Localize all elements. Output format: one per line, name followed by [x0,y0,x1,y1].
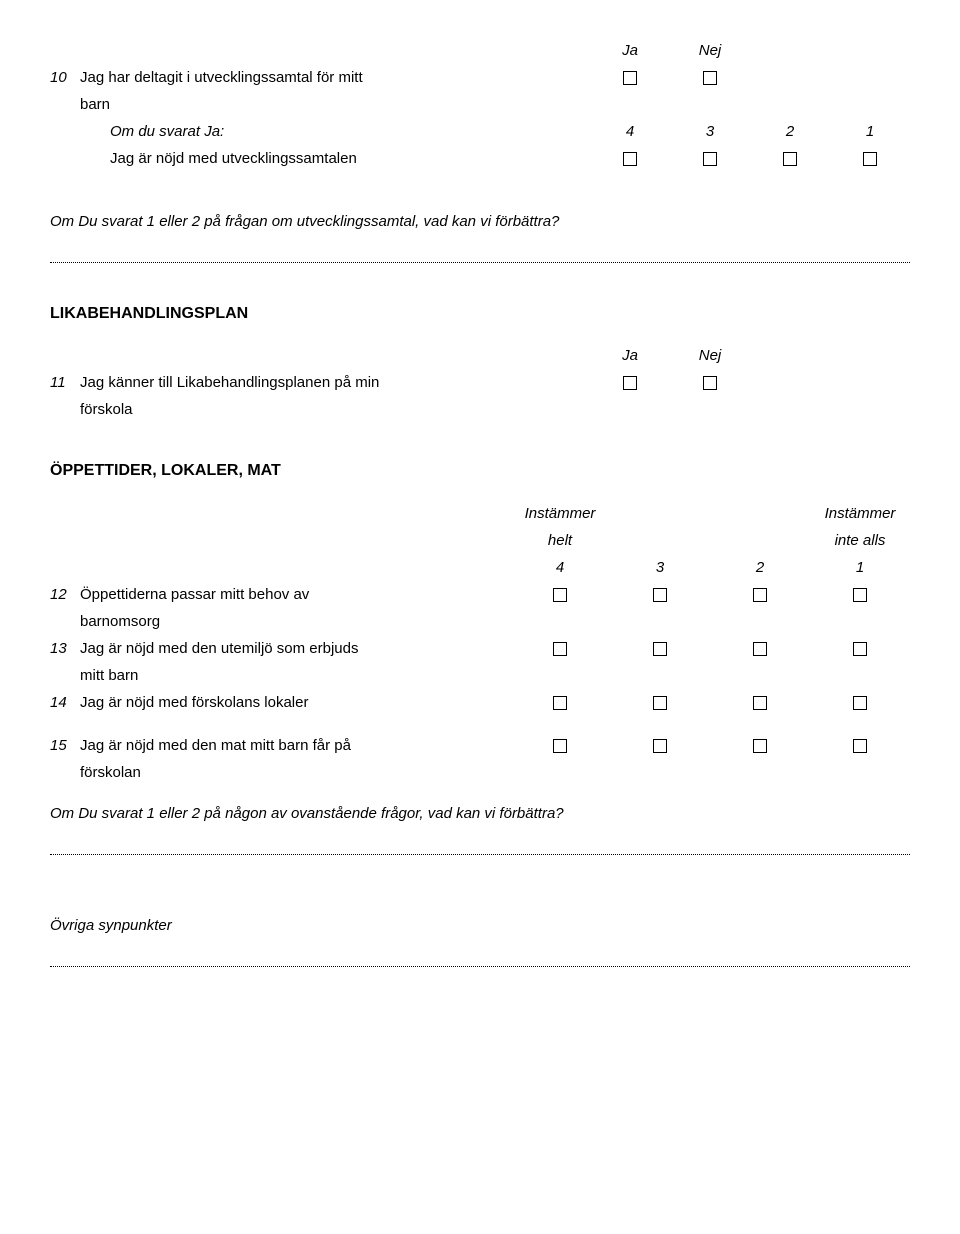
q12-cb-4[interactable] [553,588,567,602]
q13-cb-1[interactable] [853,642,867,656]
followup2-line[interactable] [50,854,910,855]
q12-cb-1[interactable] [853,588,867,602]
q13-row: 13 Jag är nöjd med den utemiljö som erbj… [50,638,910,659]
q14-text: Jag är nöjd med förskolans lokaler [80,694,308,711]
q15-cb-4[interactable] [553,739,567,753]
q11-checkbox-nej[interactable] [703,376,717,390]
q13-row-line2: mitt barn [50,665,910,686]
q15-number: 15 [50,735,80,756]
q15-row-line2: förskolan [50,762,910,783]
q12-text-line2: barnomsorg [80,613,160,630]
q12-number: 12 [50,584,80,605]
q13-cb-2[interactable] [753,642,767,656]
q10-header-nej: Nej [670,40,750,61]
q11-checkbox-ja[interactable] [623,376,637,390]
q10-checkbox-ja[interactable] [623,71,637,85]
q15-cb-2[interactable] [753,739,767,753]
q10-sub-cb-4[interactable] [623,152,637,166]
q13-cb-3[interactable] [653,642,667,656]
q10-sub-cb-3[interactable] [703,152,717,166]
q12-row: 12 Öppettiderna passar mitt behov av [50,584,910,605]
ovriga-heading: Övriga synpunkter [50,915,910,936]
q11-header-row: Ja Nej [50,345,910,366]
q10-scale-4: 4 [590,121,670,142]
q10-sub-prompt-row: Om du svarat Ja: 4 3 2 1 [50,121,910,142]
q14-cb-4[interactable] [553,696,567,710]
oppet-scale-2: 2 [710,557,810,578]
q12-cb-2[interactable] [753,588,767,602]
q10-sub-cb-2[interactable] [783,152,797,166]
oppet-col-right-l2: inte alls [810,530,910,551]
q15-text-line2: förskolan [80,764,141,781]
q10-row-line2: barn [50,94,910,115]
q11-row-line2: förskola [50,399,910,420]
followup2-text: Om Du svarat 1 eller 2 på någon av ovans… [50,803,910,824]
q10-sub-row: Jag är nöjd med utvecklingssamtalen [50,148,910,169]
q11-header-ja: Ja [590,345,670,366]
followup1-text: Om Du svarat 1 eller 2 på frågan om utve… [50,211,910,232]
q15-row: 15 Jag är nöjd med den mat mitt barn får… [50,735,910,756]
q13-text-line1: Jag är nöjd med den utemiljö som erbjuds [80,640,358,657]
q13-cb-4[interactable] [553,642,567,656]
q14-cb-2[interactable] [753,696,767,710]
q10-sub-cb-1[interactable] [863,152,877,166]
oppet-col-left-l2: helt [510,530,610,551]
oppet-col-labels-row1: Instämmer Instämmer [50,503,910,524]
q12-text-line1: Öppettiderna passar mitt behov av [80,586,309,603]
q13-text-line2: mitt barn [80,667,138,684]
q11-text-line1: Jag känner till Likabehandlingsplanen på… [80,374,379,391]
q10-header-row: Ja Nej [50,40,910,61]
q12-row-line2: barnomsorg [50,611,910,632]
q13-number: 13 [50,638,80,659]
q11-number: 11 [50,372,80,393]
section-oppet-heading: ÖPPETTIDER, LOKALER, MAT [50,460,910,482]
q10-header-ja: Ja [590,40,670,61]
ovriga-line[interactable] [50,966,910,967]
q15-text-line1: Jag är nöjd med den mat mitt barn får på [80,737,351,754]
oppet-col-left-l1: Instämmer [510,503,610,524]
q11-row: 11 Jag känner till Likabehandlingsplanen… [50,372,910,393]
followup1-line[interactable] [50,262,910,263]
q10-checkbox-nej[interactable] [703,71,717,85]
oppet-col-right-l1: Instämmer [810,503,910,524]
oppet-scale-1: 1 [810,557,910,578]
q10-number: 10 [50,67,80,88]
q10-scale-1: 1 [830,121,910,142]
q14-number: 14 [50,692,80,713]
q15-cb-3[interactable] [653,739,667,753]
oppet-scale-row: 4 3 2 1 [50,557,910,578]
q10-scale-3: 3 [670,121,750,142]
q11-text-line2: förskola [80,401,133,418]
oppet-scale-3: 3 [610,557,710,578]
q15-cb-1[interactable] [853,739,867,753]
q10-row: 10 Jag har deltagit i utvecklingssamtal … [50,67,910,88]
q12-cb-3[interactable] [653,588,667,602]
q10-scale-2: 2 [750,121,830,142]
oppet-scale-4: 4 [510,557,610,578]
q11-header-nej: Nej [670,345,750,366]
section-lika-heading: LIKABEHANDLINGSPLAN [50,303,910,325]
q14-cb-3[interactable] [653,696,667,710]
q14-row: 14 Jag är nöjd med förskolans lokaler [50,692,910,713]
q10-text-line1: Jag har deltagit i utvecklingssamtal för… [80,69,363,86]
oppet-col-labels-row2: helt inte alls [50,530,910,551]
q14-cb-1[interactable] [853,696,867,710]
q10-text-line2: barn [80,96,110,113]
q10-sub-text: Jag är nöjd med utvecklingssamtalen [110,150,357,167]
q10-sub-prompt: Om du svarat Ja: [110,123,224,140]
